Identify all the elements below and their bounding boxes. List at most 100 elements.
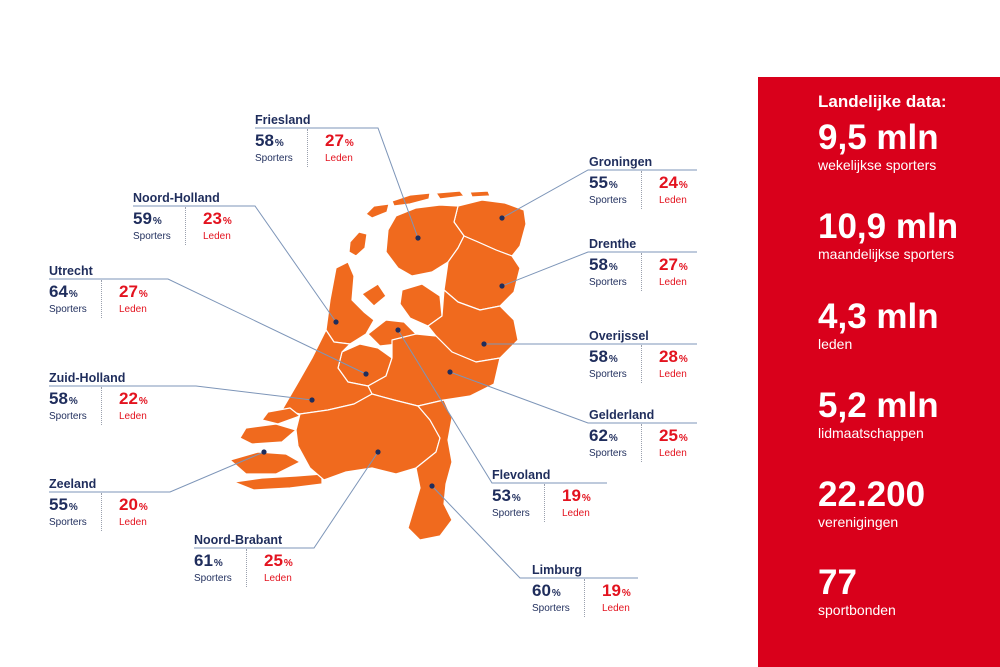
leden-label: Leden — [325, 153, 353, 164]
island-terschelling — [391, 192, 431, 207]
leden-value: 27 — [119, 282, 138, 301]
divider — [307, 129, 308, 167]
leden-label: Leden — [659, 277, 687, 288]
sporters-value: 60 — [532, 581, 551, 600]
divider — [101, 493, 102, 531]
pct-sign: % — [608, 354, 618, 365]
leden-value: 24 — [659, 173, 678, 192]
sporters-label: Sporters — [49, 411, 87, 422]
national-data-panel: Landelijke data: 9,5 mln wekelijkse spor… — [758, 77, 1000, 667]
region-zeeland-middle — [239, 423, 297, 445]
sporters-label: Sporters — [49, 517, 87, 528]
leader-gelderland — [449, 371, 697, 424]
stat-value: 77 — [818, 563, 857, 602]
divider — [641, 253, 642, 291]
leader-drenthe — [501, 251, 697, 287]
province-friesland: Friesland 58% Sporters 27% Leden — [255, 113, 385, 167]
leader-zeeland — [49, 451, 265, 493]
divider — [641, 171, 642, 209]
leden-value: 20 — [119, 495, 138, 514]
pct-sign: % — [68, 289, 78, 300]
stat-label: lidmaatschappen — [818, 425, 924, 441]
region-zeeland-north — [261, 407, 301, 425]
stat-value: 4,3 mln — [818, 297, 939, 336]
pct-sign: % — [608, 433, 618, 444]
leader-dots — [261, 215, 505, 489]
sporters-label: Sporters — [194, 573, 232, 584]
sporters-value: 59 — [133, 209, 152, 228]
island-schiermonnikoog — [469, 190, 491, 198]
panel-title: Landelijke data: — [818, 92, 947, 111]
stat-value: 10,9 mln — [818, 207, 959, 246]
pct-sign: % — [551, 588, 561, 599]
leader-friesland — [255, 127, 419, 239]
pct-sign: % — [68, 502, 78, 513]
pct-sign: % — [138, 502, 148, 513]
stat-label: leden — [818, 336, 853, 352]
leden-value: 28 — [659, 347, 678, 366]
stat-value: 22.200 — [818, 475, 926, 514]
stat-value: 5,2 mln — [818, 386, 939, 425]
province-name: Zeeland — [49, 477, 97, 491]
pct-sign: % — [283, 558, 293, 569]
leader-lines — [49, 127, 697, 579]
leader-limburg — [431, 485, 638, 579]
stat-label: sportbonden — [818, 602, 896, 618]
province-drenthe: Drenthe 58% Sporters 27% Leden — [589, 237, 719, 291]
pct-sign: % — [344, 138, 354, 149]
pct-sign: % — [138, 396, 148, 407]
pct-sign: % — [678, 354, 688, 365]
sporters-value: 58 — [49, 389, 68, 408]
leden-label: Leden — [659, 369, 687, 380]
province-zuid-holland: Zuid-Holland 58% Sporters 22% Leden — [49, 371, 179, 425]
province-utrecht: Utrecht 64% Sporters 27% Leden — [49, 264, 179, 318]
sporters-value: 62 — [589, 426, 608, 445]
region-zeeland-south — [229, 451, 301, 475]
region-flevoland — [399, 283, 443, 327]
sporters-value: 58 — [589, 347, 608, 366]
leden-label: Leden — [119, 517, 147, 528]
leden-label: Leden — [562, 508, 590, 519]
divider — [246, 549, 247, 587]
province-noord-brabant: Noord-Brabant 61% Sporters 25% Leden — [194, 533, 324, 587]
pct-sign: % — [608, 262, 618, 273]
pct-sign: % — [222, 216, 232, 227]
pct-sign: % — [511, 493, 521, 504]
leader-noord-brabant — [194, 451, 379, 549]
region-zeeland-flanders — [233, 473, 323, 491]
pct-sign: % — [678, 433, 688, 444]
stat-sportbonden: 77 sportbonden — [818, 563, 998, 619]
leader-zuid-holland — [49, 385, 313, 401]
province-name: Noord-Brabant — [194, 533, 283, 547]
sporters-label: Sporters — [49, 304, 87, 315]
leden-label: Leden — [119, 411, 147, 422]
leden-label: Leden — [203, 231, 231, 242]
stat-label: verenigingen — [818, 514, 899, 530]
province-name: Utrecht — [49, 264, 93, 278]
region-noord-holland — [325, 261, 375, 345]
pct-sign: % — [678, 180, 688, 191]
province-name: Zuid-Holland — [49, 371, 126, 385]
region-noord-holland-east — [361, 283, 387, 307]
sporters-label: Sporters — [255, 153, 293, 164]
province-flevoland: Flevoland 53% Sporters 19% Leden — [492, 468, 622, 522]
sporters-value: 61 — [194, 551, 213, 570]
stat-weekly-sporters: 9,5 mln wekelijkse sporters — [818, 118, 998, 174]
divider — [101, 280, 102, 318]
province-groningen: Groningen 55% Sporters 24% Leden — [589, 155, 719, 209]
sporters-value: 58 — [589, 255, 608, 274]
leden-value: 19 — [602, 581, 621, 600]
pct-sign: % — [608, 180, 618, 191]
leden-label: Leden — [659, 195, 687, 206]
pct-sign: % — [152, 216, 162, 227]
sporters-value: 58 — [255, 131, 274, 150]
province-name: Limburg — [532, 563, 582, 577]
divider — [584, 579, 585, 617]
island-texel — [348, 231, 368, 257]
province-name: Gelderland — [589, 408, 655, 422]
stat-value: 9,5 mln — [818, 118, 939, 157]
sporters-value: 55 — [49, 495, 68, 514]
province-name: Overijssel — [589, 329, 649, 343]
leden-value: 27 — [325, 131, 344, 150]
sporters-value: 64 — [49, 282, 68, 301]
